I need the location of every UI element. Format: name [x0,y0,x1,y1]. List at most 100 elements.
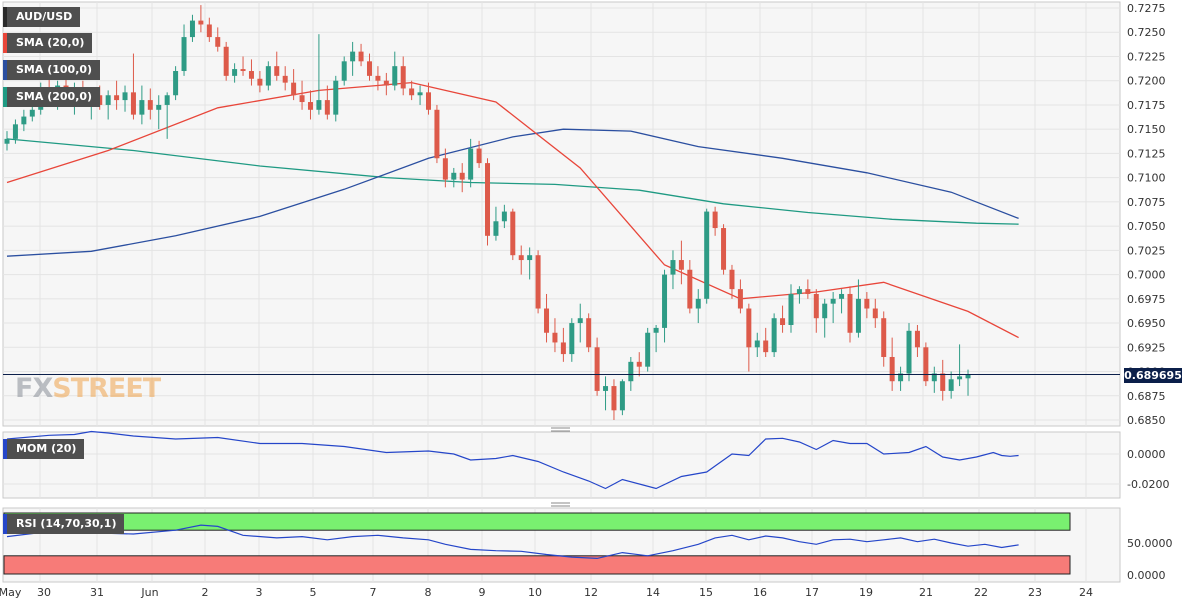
x-tick-label: Jun [140,586,158,599]
candle-body [114,95,120,101]
x-tick-label: 8 [425,586,432,599]
candle-body [240,69,246,72]
rsi-overbought-band [3,512,1071,531]
candle-body [232,69,238,76]
x-tick-label: 17 [805,586,819,599]
candle-body [400,66,406,89]
candle-body [923,347,929,382]
price-tick-label: 0.7250 [1127,26,1166,39]
candle-body [392,66,398,86]
candle-body [560,342,566,355]
candle-body [510,211,516,256]
candle-body [417,92,423,96]
candle-body [333,80,339,115]
candle-body [409,88,415,96]
legend-rsi[interactable]: RSI (14,70,30,1) [3,514,125,534]
candle-body [215,37,221,47]
candle-body [476,148,482,164]
candle-body [737,289,743,309]
candle-body [265,66,271,86]
candle-body [780,318,786,325]
candle-body [181,37,187,72]
candle-body [501,211,507,222]
candle-body [139,100,145,115]
candle-body [569,323,575,355]
candle-body [375,75,381,81]
candle-body [518,255,524,261]
x-tick-label: 21 [919,586,933,599]
candle-body [130,92,136,115]
candle-body [662,274,668,328]
rsi-oversold-band [3,555,1071,575]
candle-body [577,318,583,324]
x-tick-label: 22 [974,586,988,599]
candle-body [822,303,828,319]
x-tick-label: 14 [646,586,660,599]
candle-body [948,379,954,391]
candle-body [847,293,853,333]
momentum-line [6,430,1019,490]
candle-body [830,298,836,304]
x-tick-label: 5 [310,586,317,599]
candle-body [636,361,642,367]
candle-body [611,386,617,411]
candle-body [653,327,659,333]
price-panel [2,1,1121,427]
candle-body [164,95,170,105]
x-tick-label: 16 [753,586,767,599]
legend-sma100[interactable]: SMA (100,0) [3,60,101,80]
candle-body [426,92,431,110]
price-tick-label: 0.7050 [1127,220,1166,233]
x-tick-label: 23 [1028,586,1042,599]
x-tick-label: 30 [37,586,51,599]
price-tick-label: 0.7150 [1127,123,1166,136]
candle-body [257,78,263,86]
candle-body [695,298,701,309]
candle-body [527,255,533,261]
x-tick-label: 15 [699,586,713,599]
candle-body [704,211,710,299]
candle-body [906,330,912,374]
candle-body [889,356,895,382]
candle-body [603,386,609,391]
candle-body [122,92,128,101]
candle-body [721,228,727,270]
candle-body [788,293,794,325]
candle-body [746,308,752,348]
legend-symbol[interactable]: AUD/USD [3,7,81,27]
candle-body [12,124,18,139]
candle-body [173,71,179,96]
candle-body [485,163,491,236]
candle-body [29,109,35,117]
price-tick-label: 0.7175 [1127,99,1166,112]
candle-body [366,61,372,76]
candle-body [712,211,718,229]
mom-tick-label: 0.0000 [1127,448,1166,461]
candle-body [324,100,330,115]
x-tick-label: 7 [370,586,377,599]
candle-body [4,138,10,144]
legend-mom[interactable]: MOM (20) [3,439,85,459]
candle-body [645,332,651,367]
candle-body [248,71,254,79]
candle-body [619,381,625,411]
x-tick-label: 10 [528,586,542,599]
candle-body [198,20,204,25]
legend-sma20[interactable]: SMA (20,0) [3,33,93,53]
candle-body [687,269,693,309]
candle-body [763,340,769,353]
candle-body [796,289,802,294]
candle-body [434,109,440,159]
candle-body [965,374,971,379]
candle-body [678,260,684,270]
candle-body [274,66,280,76]
legend-sma200[interactable]: SMA (200,0) [3,87,101,107]
x-tick-label: 12 [584,586,598,599]
candle-body [350,51,356,62]
candle-body [307,102,313,110]
candle-body [189,20,195,38]
x-tick-label: 24 [1079,586,1093,599]
candle-body [586,318,592,348]
candle-body [105,95,111,105]
